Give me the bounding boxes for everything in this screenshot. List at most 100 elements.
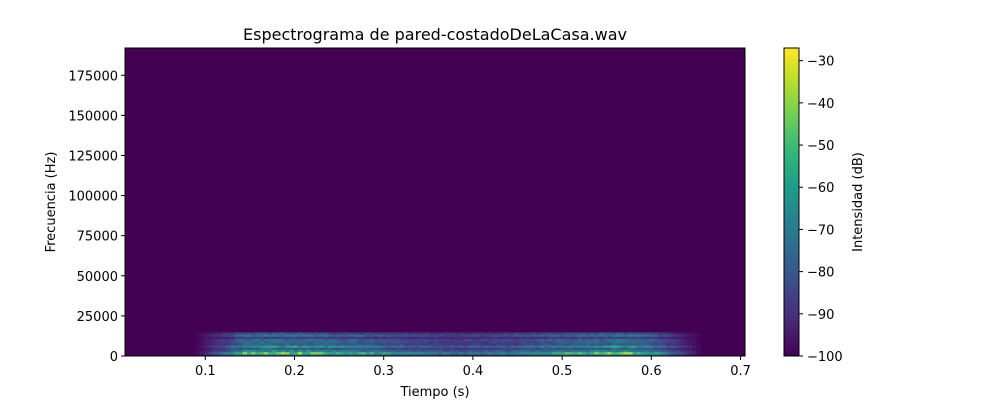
spectrogram-cell xyxy=(509,338,515,342)
spectrogram-cell xyxy=(238,349,244,353)
spectrogram-cell xyxy=(513,340,519,344)
spectrogram-cell xyxy=(674,344,680,348)
spectrogram-cell xyxy=(234,331,240,335)
spectrogram-cell xyxy=(484,336,490,339)
spectrogram-cell xyxy=(569,351,574,355)
spectrogram-cell xyxy=(289,331,295,335)
spectrogram-cell xyxy=(416,338,422,342)
spectrogram-cell xyxy=(213,338,218,342)
spectrogram-cell xyxy=(446,351,451,355)
spectrogram-cell xyxy=(352,347,358,350)
spectrogram-cell xyxy=(391,338,396,342)
spectrogram-cell xyxy=(530,353,536,356)
spectrogram-cell xyxy=(255,329,261,333)
spectrogram-cell xyxy=(302,336,307,339)
spectrogram-cell xyxy=(441,336,447,339)
spectrogram-cell xyxy=(556,329,562,333)
spectrogram-cell xyxy=(289,344,295,348)
spectrogram-cell xyxy=(412,353,418,356)
spectrogram-cell xyxy=(191,344,197,348)
spectrogram-cell xyxy=(357,351,363,355)
spectrogram-cell xyxy=(573,333,579,337)
spectrogram-cell xyxy=(340,347,346,350)
spectrogram-cell xyxy=(234,333,240,337)
spectrogram-cell xyxy=(696,351,701,355)
spectrogram-cell xyxy=(658,349,663,353)
spectrogram-cell xyxy=(424,333,430,337)
spectrogram-cell xyxy=(268,349,274,353)
spectrogram-cell xyxy=(374,347,379,350)
spectrogram-cell xyxy=(492,347,498,350)
spectrogram-cell xyxy=(403,349,409,353)
spectrogram-cell xyxy=(467,342,473,346)
spectrogram-cell xyxy=(395,336,401,339)
spectrogram-cell xyxy=(526,336,532,339)
spectrogram-cell xyxy=(543,349,549,353)
spectrogram-cell xyxy=(196,329,201,333)
spectrogram-cell xyxy=(263,340,269,344)
spectrogram-cell xyxy=(340,331,346,335)
spectrogram-cell xyxy=(641,336,646,339)
spectrogram-cell xyxy=(492,344,498,348)
spectrogram-cell xyxy=(594,329,600,333)
spectrogram-cell xyxy=(327,340,333,344)
spectrogram-cell xyxy=(581,338,587,342)
spectrogram-cell xyxy=(276,340,282,344)
spectrogram-cell xyxy=(259,344,265,348)
spectrogram-cell xyxy=(484,347,490,350)
spectrogram-cell xyxy=(230,340,235,344)
spectrogram-cell xyxy=(285,329,290,333)
spectrogram-cell xyxy=(594,340,600,344)
spectrogram-cell xyxy=(513,342,519,346)
spectrogram-cell xyxy=(628,331,634,335)
spectrogram-cell xyxy=(450,353,456,356)
spectrogram-cell xyxy=(297,336,303,339)
spectrogram-cell xyxy=(463,351,468,355)
spectrogram-cell xyxy=(327,344,333,348)
spectrogram-cell xyxy=(276,329,282,333)
spectrogram-cell xyxy=(255,338,261,342)
spectrogram-cell xyxy=(255,336,261,339)
spectrogram-cell xyxy=(234,349,240,353)
spectrogram-cell xyxy=(594,331,600,335)
spectrogram-cell xyxy=(221,353,227,356)
spectrogram-cell xyxy=(687,329,693,333)
spectrogram-cell xyxy=(619,336,625,339)
spectrogram-cell xyxy=(513,336,519,339)
spectrogram-cell xyxy=(234,347,240,350)
spectrogram-cell xyxy=(666,340,672,344)
spectrogram-cell xyxy=(386,333,392,337)
spectrogram-cell xyxy=(416,353,422,356)
spectrogram-cell xyxy=(581,340,587,344)
spectrogram-cell xyxy=(679,344,685,348)
spectrogram-cell xyxy=(564,344,570,348)
x-tick-label: 0.2 xyxy=(284,364,305,379)
spectrogram-cell xyxy=(535,351,540,355)
spectrogram-cell xyxy=(374,351,379,355)
spectrogram-cell xyxy=(246,347,252,350)
spectrogram-cell xyxy=(246,338,252,342)
spectrogram-cell xyxy=(255,344,261,348)
spectrogram-cell xyxy=(391,331,396,335)
spectrogram-cell xyxy=(573,353,579,356)
spectrogram-cell xyxy=(251,336,257,339)
spectrogram-cell xyxy=(285,353,290,356)
spectrogram-cell xyxy=(386,351,392,355)
spectrogram-cell xyxy=(352,333,358,337)
spectrogram-cell xyxy=(437,342,443,346)
spectrogram-cell xyxy=(297,342,303,346)
spectrogram-cell xyxy=(348,340,354,344)
spectrogram-cell xyxy=(674,353,680,356)
spectrogram-cell xyxy=(352,336,358,339)
spectrogram-cell xyxy=(458,331,464,335)
spectrogram-cell xyxy=(357,333,363,337)
spectrogram-cell xyxy=(543,333,549,337)
spectrogram-cell xyxy=(386,349,392,353)
spectrogram-cell xyxy=(437,333,443,337)
spectrogram-cell xyxy=(645,329,651,333)
spectrogram-cell xyxy=(590,344,596,348)
spectrogram-cell xyxy=(497,351,502,355)
spectrogram-cell xyxy=(238,344,244,348)
spectrogram-cell xyxy=(446,342,451,346)
spectrogram-cell xyxy=(242,344,248,348)
